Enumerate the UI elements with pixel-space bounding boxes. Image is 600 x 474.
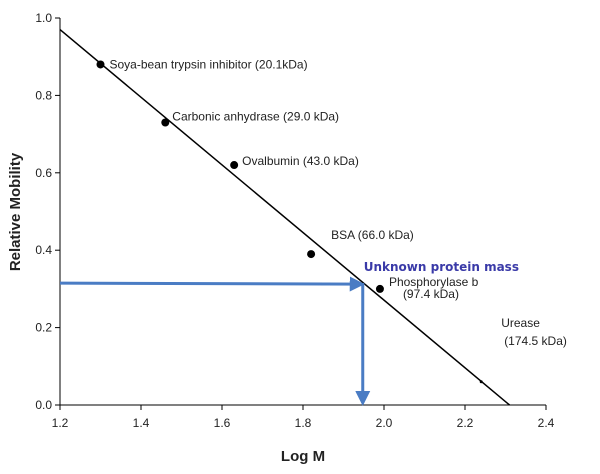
y-tick-label: 0.2 — [35, 321, 52, 335]
y-tick-label: 0.6 — [35, 166, 52, 180]
data-point — [161, 118, 170, 127]
x-tick-label: 1.2 — [52, 416, 69, 430]
y-tick-label: 0.8 — [35, 88, 52, 102]
point-label: Ovalbumin (43.0 kDa) — [242, 154, 359, 168]
point-label-mass: (174.5 kDa) — [504, 334, 567, 348]
data-point — [479, 380, 483, 384]
point-label-mass: (97.4 kDa) — [403, 287, 459, 301]
y-axis-title: Relative Mobility — [7, 152, 24, 271]
x-tick-label: 1.4 — [133, 416, 150, 430]
x-tick-label: 2.0 — [376, 416, 393, 430]
point-label: Soya-bean trypsin inhibitor (20.1kDa) — [110, 57, 308, 71]
x-tick-label: 1.6 — [214, 416, 231, 430]
x-tick-label: 1.8 — [295, 416, 312, 430]
y-tick-group: 0.0 0.2 0.4 0.6 0.8 1.0 — [35, 11, 60, 412]
x-tick-group: 1.2 1.4 1.6 1.8 2.0 2.2 2.4 — [52, 405, 555, 430]
x-axis-title: Log M — [281, 448, 325, 465]
data-point — [230, 161, 239, 170]
fit-line — [59, 29, 511, 406]
data-point — [96, 60, 105, 69]
point-label: Carbonic anhydrase (29.0 kDa) — [172, 109, 339, 123]
point-label: BSA (66.0 kDa) — [331, 228, 414, 242]
point-label: Urease — [501, 316, 540, 330]
y-tick-label: 1.0 — [35, 11, 52, 25]
y-tick-label: 0.0 — [35, 398, 52, 412]
point-labels: Soya-bean trypsin inhibitor (20.1kDa) Car… — [110, 57, 567, 347]
unknown-horizontal-arrow — [59, 276, 365, 292]
data-points — [96, 60, 483, 384]
data-point — [307, 250, 316, 259]
x-tick-label: 2.2 — [457, 416, 474, 430]
data-point — [375, 284, 384, 293]
y-tick-label: 0.4 — [35, 243, 52, 257]
x-tick-label: 2.4 — [538, 416, 555, 430]
point-label: Phosphorylase b — [389, 275, 479, 289]
plot-frame — [59, 18, 546, 406]
unknown-protein-label: Unknown protein mass — [364, 260, 519, 274]
